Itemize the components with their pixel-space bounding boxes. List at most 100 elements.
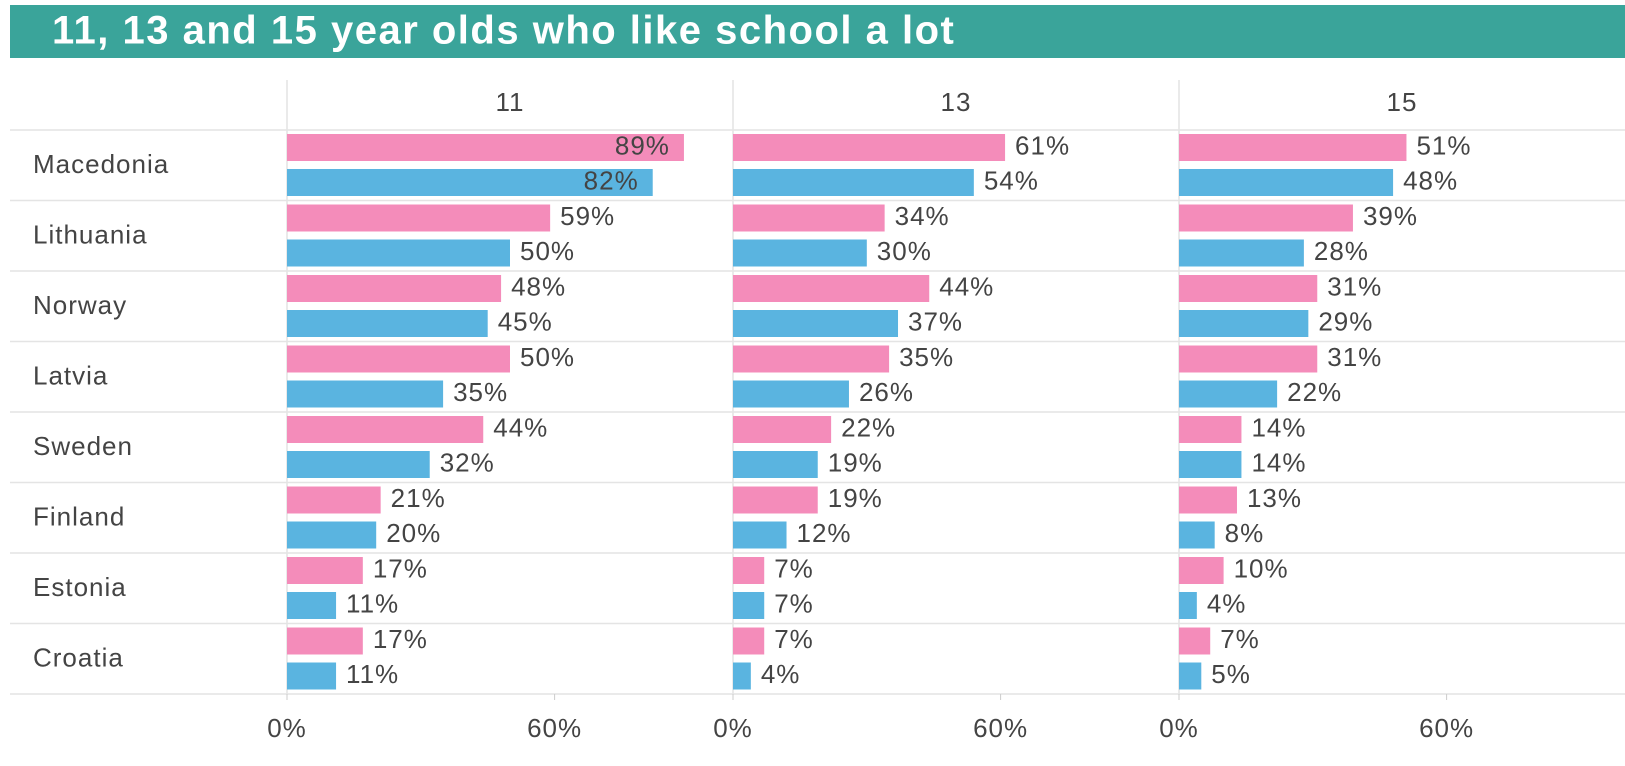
category-label: Lithuania bbox=[33, 219, 148, 249]
bar bbox=[287, 416, 484, 443]
value-label: 28% bbox=[1314, 236, 1369, 266]
chart-title: 11, 13 and 15 year olds who like school … bbox=[52, 9, 955, 53]
bar bbox=[1179, 557, 1224, 584]
bar bbox=[287, 557, 363, 584]
value-label: 17% bbox=[373, 624, 428, 654]
value-label: 51% bbox=[1416, 130, 1471, 160]
bar bbox=[733, 239, 867, 267]
bar bbox=[733, 204, 885, 232]
value-label: 39% bbox=[1363, 201, 1418, 231]
bar bbox=[287, 345, 510, 373]
bar bbox=[1179, 416, 1242, 443]
bar bbox=[1179, 662, 1202, 690]
value-label: 35% bbox=[899, 342, 954, 372]
bar bbox=[1179, 169, 1394, 196]
bar bbox=[733, 310, 899, 337]
bar bbox=[1179, 239, 1304, 267]
bar bbox=[287, 486, 381, 514]
value-label: 48% bbox=[511, 271, 566, 301]
bar bbox=[733, 627, 765, 655]
bar bbox=[733, 416, 832, 443]
value-label: 11% bbox=[346, 659, 399, 689]
value-label: 10% bbox=[1234, 553, 1289, 583]
value-label: 44% bbox=[493, 412, 548, 442]
bar bbox=[1179, 627, 1211, 655]
value-label: 50% bbox=[520, 342, 575, 372]
title-bar bbox=[10, 5, 1625, 58]
bar bbox=[733, 486, 818, 514]
bar bbox=[733, 521, 787, 549]
x-tick-label: 60% bbox=[973, 713, 1028, 743]
value-label: 34% bbox=[895, 201, 950, 231]
bar bbox=[733, 345, 890, 373]
bar bbox=[733, 134, 1006, 161]
bar bbox=[287, 310, 488, 337]
panel-title: 11 bbox=[496, 87, 525, 117]
value-label: 54% bbox=[984, 165, 1039, 195]
value-label: 22% bbox=[841, 412, 896, 442]
value-label: 29% bbox=[1318, 306, 1373, 336]
value-label: 17% bbox=[373, 553, 428, 583]
bar bbox=[733, 380, 849, 408]
bar bbox=[287, 627, 363, 655]
value-label: 59% bbox=[560, 201, 615, 231]
bar bbox=[733, 451, 818, 478]
value-label: 45% bbox=[498, 306, 553, 336]
bar bbox=[287, 169, 653, 196]
value-label: 14% bbox=[1251, 412, 1306, 442]
value-label: 35% bbox=[453, 377, 508, 407]
value-label: 30% bbox=[877, 236, 932, 266]
bar bbox=[287, 521, 377, 549]
panel-title: 13 bbox=[941, 87, 972, 117]
value-label: 19% bbox=[828, 483, 883, 513]
value-label: 19% bbox=[828, 447, 883, 477]
bar bbox=[1179, 310, 1309, 337]
x-tick-label: 0% bbox=[1159, 713, 1199, 743]
bar bbox=[733, 592, 765, 619]
bar bbox=[287, 134, 684, 161]
value-label: 26% bbox=[859, 377, 914, 407]
category-label: Sweden bbox=[33, 431, 133, 461]
bar bbox=[1179, 592, 1197, 619]
bar bbox=[733, 275, 930, 302]
value-label: 22% bbox=[1287, 377, 1342, 407]
value-label: 37% bbox=[908, 306, 963, 336]
value-label: 7% bbox=[1220, 624, 1260, 654]
category-label: Norway bbox=[33, 290, 127, 320]
bar bbox=[733, 557, 765, 584]
panel-title: 15 bbox=[1387, 87, 1418, 117]
category-label: Finland bbox=[33, 501, 125, 531]
value-label: 21% bbox=[391, 483, 446, 513]
bar bbox=[1179, 275, 1318, 302]
value-label: 89% bbox=[615, 130, 670, 160]
value-label: 32% bbox=[440, 447, 495, 477]
value-label: 7% bbox=[774, 588, 814, 618]
x-tick-label: 0% bbox=[713, 713, 753, 743]
value-label: 14% bbox=[1251, 447, 1306, 477]
value-label: 82% bbox=[584, 165, 639, 195]
x-tick-label: 60% bbox=[1419, 713, 1474, 743]
value-label: 48% bbox=[1403, 165, 1458, 195]
bar bbox=[1179, 345, 1318, 373]
value-label: 61% bbox=[1015, 130, 1070, 160]
value-label: 13% bbox=[1247, 483, 1302, 513]
bar bbox=[733, 662, 751, 690]
bar bbox=[1179, 204, 1353, 232]
bar bbox=[733, 169, 974, 196]
value-label: 20% bbox=[386, 518, 441, 548]
value-label: 11% bbox=[346, 588, 399, 618]
bar bbox=[287, 239, 510, 267]
value-label: 7% bbox=[774, 624, 814, 654]
category-label: Macedonia bbox=[33, 149, 169, 179]
value-label: 8% bbox=[1225, 518, 1265, 548]
value-label: 50% bbox=[520, 236, 575, 266]
bar bbox=[1179, 521, 1215, 549]
bar bbox=[1179, 134, 1407, 161]
bar bbox=[1179, 380, 1278, 408]
value-label: 7% bbox=[774, 553, 814, 583]
value-label: 12% bbox=[797, 518, 852, 548]
category-label: Croatia bbox=[33, 642, 124, 672]
value-label: 5% bbox=[1211, 659, 1251, 689]
bar bbox=[1179, 451, 1242, 478]
